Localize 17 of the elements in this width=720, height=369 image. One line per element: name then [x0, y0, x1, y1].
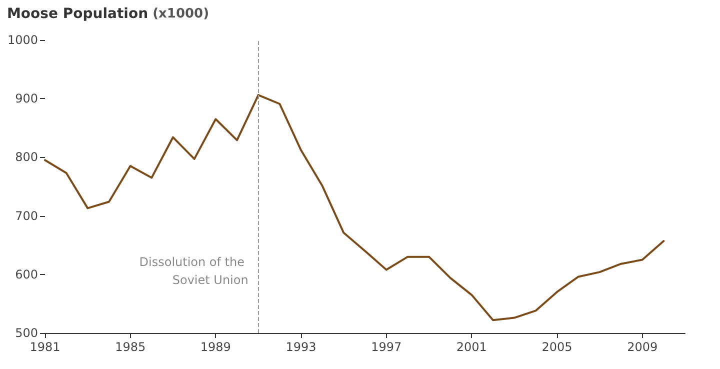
chart-title: Moose Population (x1000) [7, 6, 210, 22]
y-tick-label: 700 [15, 208, 38, 223]
x-tick-label: 1997 [371, 340, 402, 354]
y-tick-label: 1000 [7, 33, 38, 47]
x-tick-label: 2005 [542, 340, 572, 354]
y-tick-label: 800 [15, 150, 38, 164]
y-tick-label: 900 [15, 92, 38, 106]
ref-line-label: Dissolution of the Soviet Union [139, 255, 248, 287]
x-tick-label: 2009 [627, 340, 658, 354]
x-tick-label: 1993 [286, 340, 316, 354]
y-tick-label: 600 [15, 267, 38, 282]
line-series [44, 94, 665, 322]
x-tick-label: 2001 [456, 340, 487, 354]
x-tick-label: 1981 [30, 340, 60, 354]
y-tick-label: 500 [15, 326, 38, 340]
x-tick-label: 1989 [200, 340, 231, 354]
x-tick-label: 1985 [115, 340, 146, 354]
